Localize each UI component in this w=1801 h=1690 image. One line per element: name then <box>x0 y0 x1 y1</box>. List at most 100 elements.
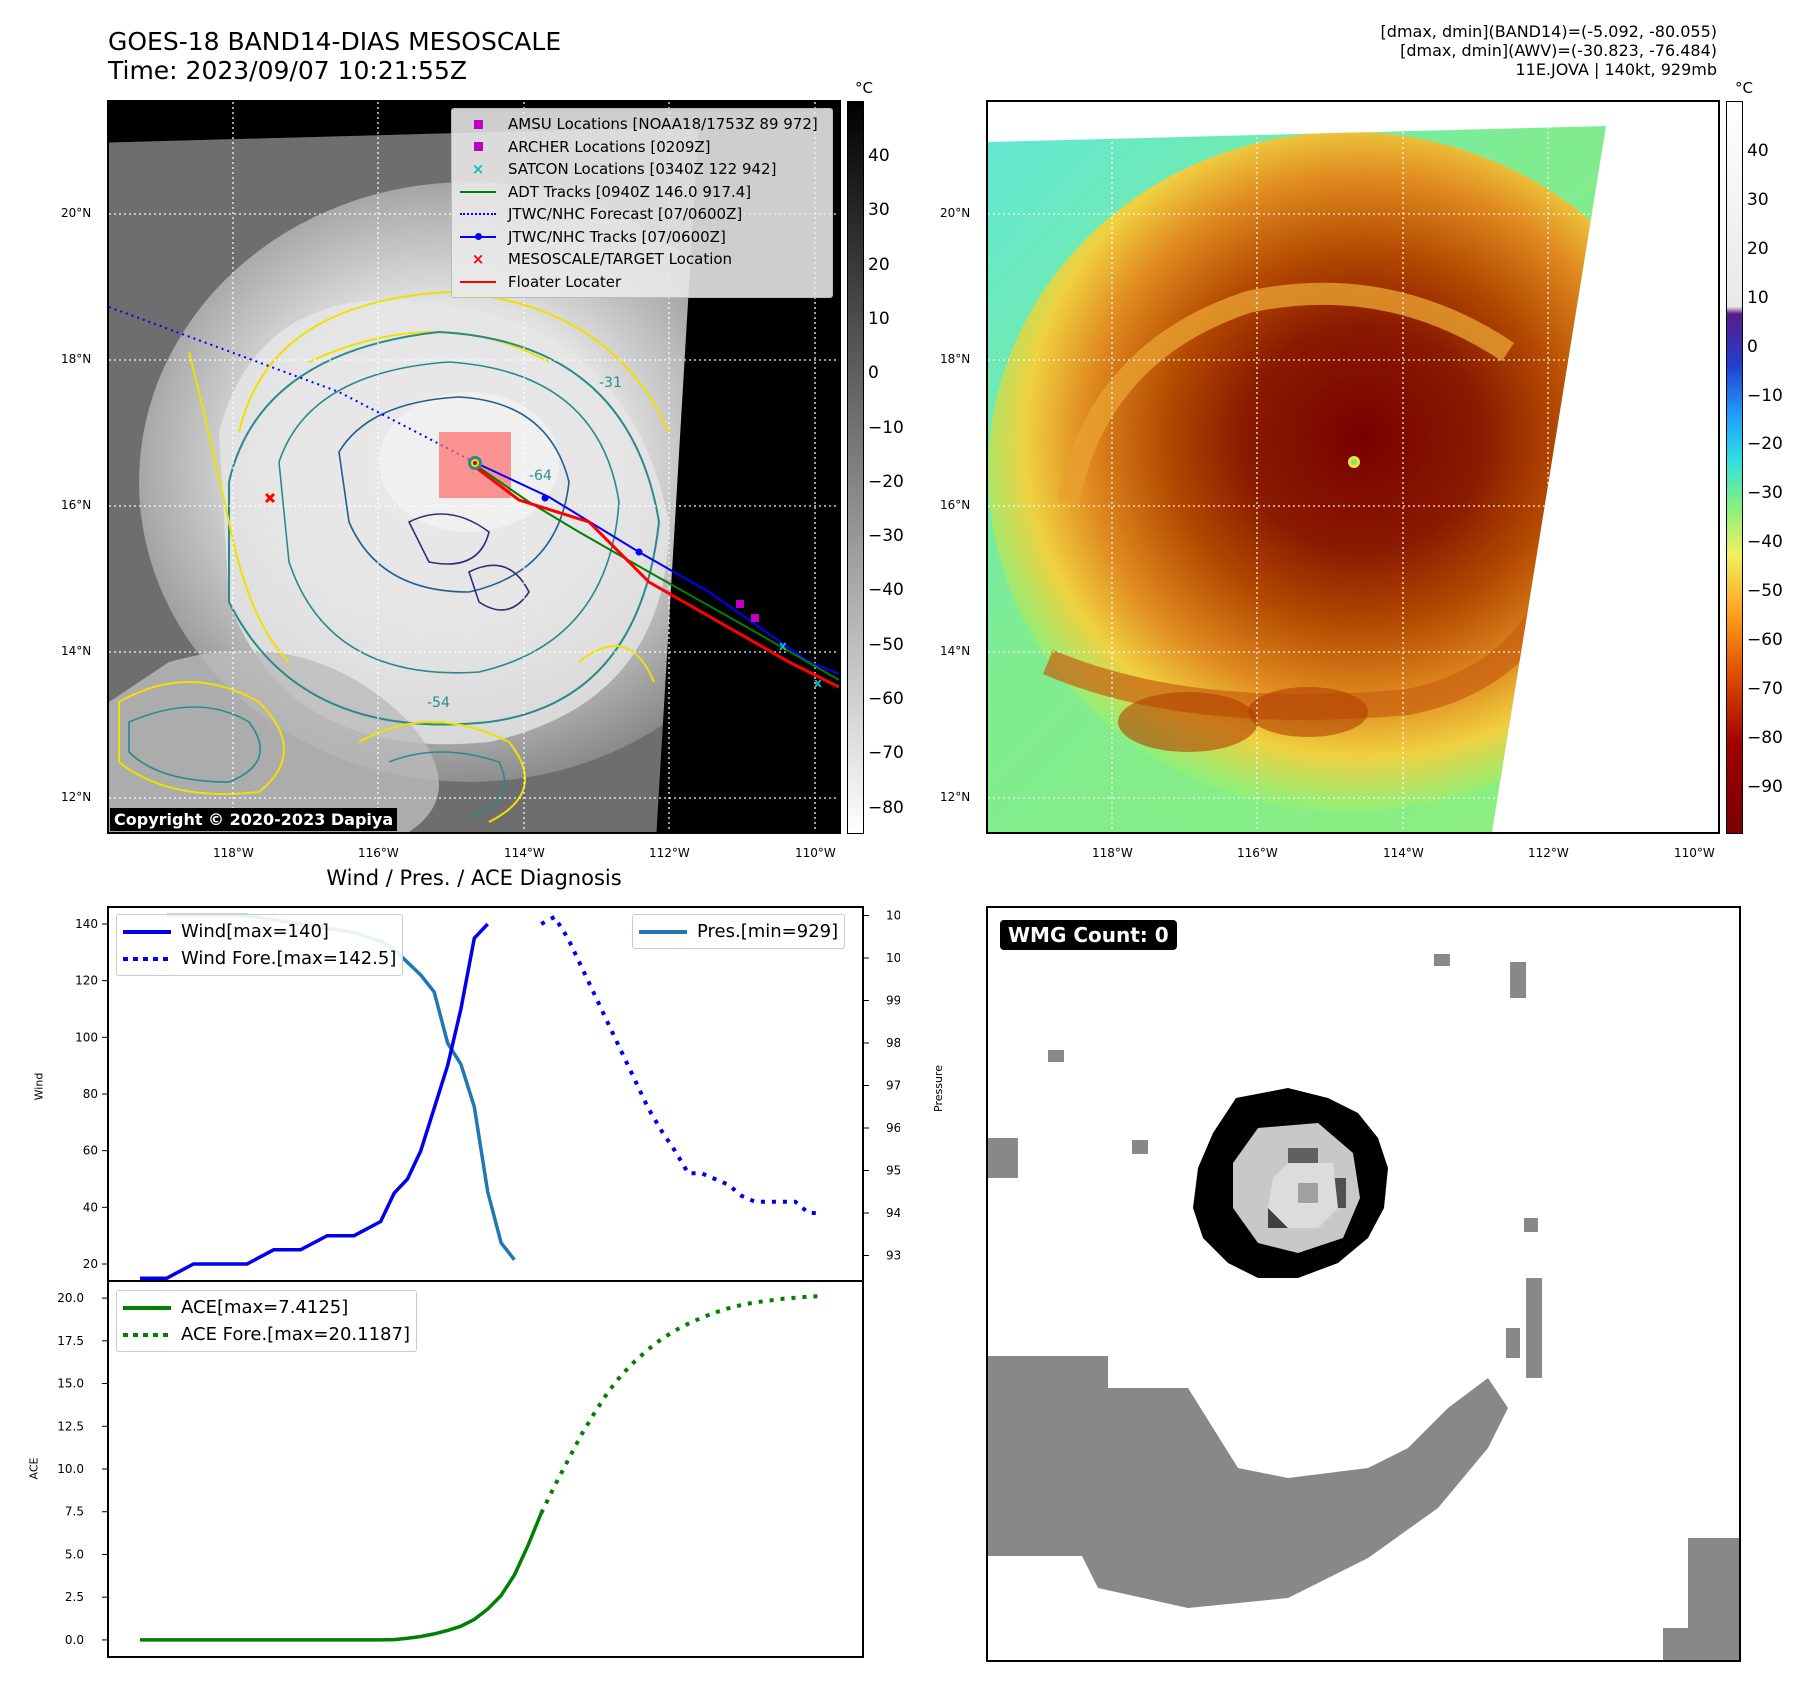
svg-text:x: x <box>814 676 822 690</box>
legend-symbol <box>458 142 498 152</box>
colorbar-tick: −20 <box>868 471 904 492</box>
legend-entry: ARCHER Locations [0209Z] <box>458 136 826 159</box>
svg-text:x: x <box>779 639 787 653</box>
pressure-axis-label: Pressure <box>931 1065 945 1112</box>
lat-label: 16°N <box>940 498 971 512</box>
colorbar-tick: 30 <box>868 200 890 221</box>
pressure-ytick-label: 990 <box>886 994 900 1008</box>
ir-colorbar-unit: °C <box>855 79 873 97</box>
title-line1: GOES-18 BAND14-DIAS MESOSCALE <box>108 27 562 56</box>
ir-colorbar <box>847 101 864 834</box>
wind-ytick-label: 40 <box>83 1200 98 1214</box>
legend-label: MESOSCALE/TARGET Location <box>508 250 733 269</box>
colorbar-tick: 40 <box>1747 141 1769 161</box>
info-line3: 11E.JOVA | 140kt, 929mb <box>1515 60 1717 79</box>
awv-colorbar-unit: °C <box>1735 79 1753 97</box>
contour-label: -64 <box>529 468 552 484</box>
colorbar-tick: 40 <box>868 146 890 166</box>
colorbar-tick: −10 <box>1747 385 1783 406</box>
colorbar-tick: −20 <box>1747 434 1783 455</box>
colorbar-tick: −40 <box>868 580 904 601</box>
colorbar-tick: −60 <box>1747 630 1783 650</box>
pressure-legend: Pres.[min=929] <box>632 914 846 949</box>
lat-label: 12°N <box>940 790 971 804</box>
wind-ytick-label: 80 <box>83 1087 98 1101</box>
wind-forecast-line <box>540 914 822 1215</box>
colorbar-tick: −80 <box>868 797 904 818</box>
ace-forecast-line <box>539 1294 823 1515</box>
legend-label: AMSU Locations [NOAA18/1753Z 89 972] <box>508 115 818 134</box>
wmg-image <box>988 954 1739 1660</box>
info-line2: [dmax, dmin](AWV)=(-30.823, -76.484) <box>1400 41 1717 60</box>
intensity-info: [dmax, dmin](BAND14)=(-5.092, -80.055) [… <box>1381 22 1717 79</box>
lon-label: 110°W <box>795 846 836 860</box>
copyright-notice: Copyright © 2020-2023 Dapiya <box>110 808 398 831</box>
wmg-panel: WMG Count: 0 <box>986 906 1741 1662</box>
ace-series-line <box>140 1512 543 1642</box>
map-legend: AMSU Locations [NOAA18/1753Z 89 972] ARCH… <box>451 108 833 298</box>
pressure-ytick-label: 950 <box>886 1164 900 1178</box>
lat-label: 16°N <box>61 498 92 512</box>
lat-label: 14°N <box>61 644 92 658</box>
legend-entry: JTWC/NHC Forecast [07/0600Z] <box>458 203 826 226</box>
ace-ytick-label: 2.5 <box>65 1590 84 1604</box>
lon-label: 114°W <box>1383 846 1424 860</box>
colorbar-tick: −70 <box>868 743 904 764</box>
colorbar-tick: −50 <box>868 634 904 655</box>
wind-legend: Wind[max=140] Wind Fore.[max=142.5] <box>116 914 404 976</box>
legend-label: JTWC/NHC Forecast [07/0600Z] <box>508 205 743 224</box>
wind-ytick-label: 140 <box>75 917 98 931</box>
legend-label: ADT Tracks [0940Z 146.0 917.4] <box>508 182 752 201</box>
pressure-ytick-label: 930 <box>886 1249 900 1263</box>
colorbar-tick: −30 <box>868 526 904 547</box>
ace-ytick-label: 5.0 <box>65 1547 84 1561</box>
colorbar-tick: 20 <box>868 254 890 275</box>
pressure-ytick-label: 1000 <box>886 951 900 965</box>
colorbar-tick: −30 <box>1747 483 1783 504</box>
pressure-ytick-label: 960 <box>886 1121 900 1135</box>
legend-entry: ADT Tracks [0940Z 146.0 917.4] <box>458 181 826 204</box>
pressure-ytick-label: 980 <box>886 1036 900 1050</box>
lat-label: 18°N <box>940 352 971 366</box>
colorbar-tick: 30 <box>1747 189 1769 210</box>
legend-symbol <box>458 232 498 240</box>
lon-label: 110°W <box>1674 846 1715 860</box>
legend-entry: Floater Locater <box>458 271 826 294</box>
lon-label: 118°W <box>1092 846 1133 860</box>
wind-ytick-label: 120 <box>75 974 98 988</box>
lat-label: 20°N <box>940 206 971 220</box>
legend-entry: × MESOSCALE/TARGET Location <box>458 248 826 271</box>
ace-ytick-label: 10.0 <box>57 1462 84 1476</box>
legend-label: Floater Locater <box>508 272 622 291</box>
wind-axis-label: Wind <box>32 1072 46 1101</box>
lon-label: 118°W <box>213 846 254 860</box>
lat-label: 14°N <box>940 644 971 658</box>
lon-label: 112°W <box>649 846 690 860</box>
contour-label: -54 <box>427 695 450 711</box>
lat-label: 18°N <box>61 352 92 366</box>
lon-label: 114°W <box>504 846 545 860</box>
colorbar-tick: 10 <box>1747 287 1769 308</box>
legend-symbol: × <box>471 160 485 179</box>
colorbar-tick: −90 <box>1747 776 1783 797</box>
colorbar-tick: −40 <box>1747 532 1783 553</box>
diag-title: Wind / Pres. / ACE Diagnosis <box>326 866 622 890</box>
map-title: GOES-18 BAND14-DIAS MESOSCALE Time: 2023… <box>108 27 561 85</box>
contour-label: -31 <box>599 375 622 391</box>
legend-symbol <box>458 119 498 129</box>
lon-label: 116°W <box>358 846 399 860</box>
lat-label: 20°N <box>61 206 92 220</box>
ace-ytick-label: 0.0 <box>65 1633 84 1647</box>
awv-colorbar <box>1726 101 1743 834</box>
ace-ytick-label: 20.0 <box>57 1291 84 1305</box>
colorbar-tick: 0 <box>1747 336 1758 357</box>
legend-symbol: × <box>471 250 485 269</box>
ace-ytick-label: 12.5 <box>57 1419 84 1433</box>
pressure-ytick-label: 970 <box>886 1079 900 1093</box>
legend-entry: AMSU Locations [NOAA18/1753Z 89 972] <box>458 113 826 136</box>
colorbar-tick: −70 <box>1747 678 1783 699</box>
colorbar-tick: −10 <box>868 417 904 438</box>
lon-label: 116°W <box>1237 846 1278 860</box>
